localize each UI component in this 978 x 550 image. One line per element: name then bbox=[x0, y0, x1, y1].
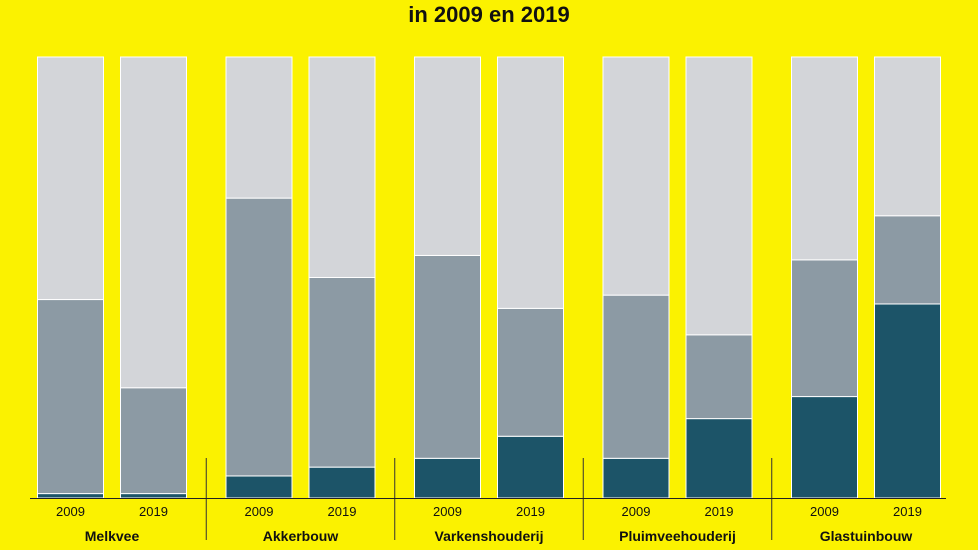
bar-group: 2009 2019 Melkvee bbox=[37, 56, 187, 544]
year-tick-label: 2009 bbox=[56, 504, 85, 519]
chart-title: in 2009 en 2019 bbox=[408, 2, 570, 27]
bar-segment-middle bbox=[308, 277, 376, 468]
year-tick-label: 2019 bbox=[893, 504, 922, 519]
group-label: Varkenshouderij bbox=[435, 528, 544, 544]
bar-segment-top bbox=[120, 56, 187, 389]
bar-segment-top bbox=[602, 56, 670, 296]
bar-group: 2009 2019 Varkenshouderij bbox=[414, 56, 564, 544]
group-label: Akkerbouw bbox=[263, 528, 339, 544]
bar-segment-middle bbox=[120, 387, 187, 495]
bar-segment-middle bbox=[685, 334, 753, 420]
year-tick-label: 2009 bbox=[245, 504, 274, 519]
bar-segment-top bbox=[225, 56, 293, 199]
bar-segment-bottom bbox=[414, 457, 481, 499]
group-label: Pluimveehouderij bbox=[619, 528, 736, 544]
bar-segment-top bbox=[685, 56, 753, 336]
bar-segment-middle bbox=[414, 254, 481, 459]
bar-segment-middle bbox=[225, 197, 293, 477]
bar-segment-top bbox=[414, 56, 481, 256]
year-tick-label: 2009 bbox=[810, 504, 839, 519]
group-label: Glastuinbouw bbox=[820, 528, 913, 544]
year-tick-label: 2009 bbox=[622, 504, 651, 519]
bar-segment-bottom bbox=[225, 475, 293, 499]
bar-group: 2009 2019 Akkerbouw bbox=[225, 56, 376, 544]
year-tick-label: 2019 bbox=[139, 504, 168, 519]
bar-group: 2009 2019 Glastuinbouw bbox=[791, 56, 941, 544]
bar-segment-top bbox=[874, 56, 941, 217]
bar-segment-top bbox=[37, 56, 104, 301]
bar-segment-top bbox=[791, 56, 858, 261]
year-tick-label: 2009 bbox=[433, 504, 462, 519]
bar-segment-middle bbox=[37, 299, 104, 495]
bar-segment-bottom bbox=[685, 418, 753, 499]
bar-segment-bottom bbox=[791, 396, 858, 499]
bar-segment-bottom bbox=[874, 303, 941, 499]
year-tick-label: 2019 bbox=[516, 504, 545, 519]
year-tick-label: 2019 bbox=[705, 504, 734, 519]
bar-group: 2009 2019 Pluimveehouderij bbox=[602, 56, 753, 544]
group-label: Melkvee bbox=[85, 528, 140, 544]
year-tick-label: 2019 bbox=[328, 504, 357, 519]
bar-segment-middle bbox=[791, 259, 858, 398]
bar-segment-bottom bbox=[120, 493, 187, 499]
bar-segment-bottom bbox=[308, 466, 376, 499]
bar-segment-middle bbox=[602, 294, 670, 459]
bar-segment-bottom bbox=[602, 457, 670, 499]
bar-segment-top bbox=[308, 56, 376, 278]
bar-segment-bottom bbox=[37, 493, 104, 499]
bar-segment-bottom bbox=[497, 435, 564, 499]
bar-segment-top bbox=[497, 56, 564, 309]
bar-segment-middle bbox=[497, 307, 564, 437]
bar-segment-middle bbox=[874, 215, 941, 305]
